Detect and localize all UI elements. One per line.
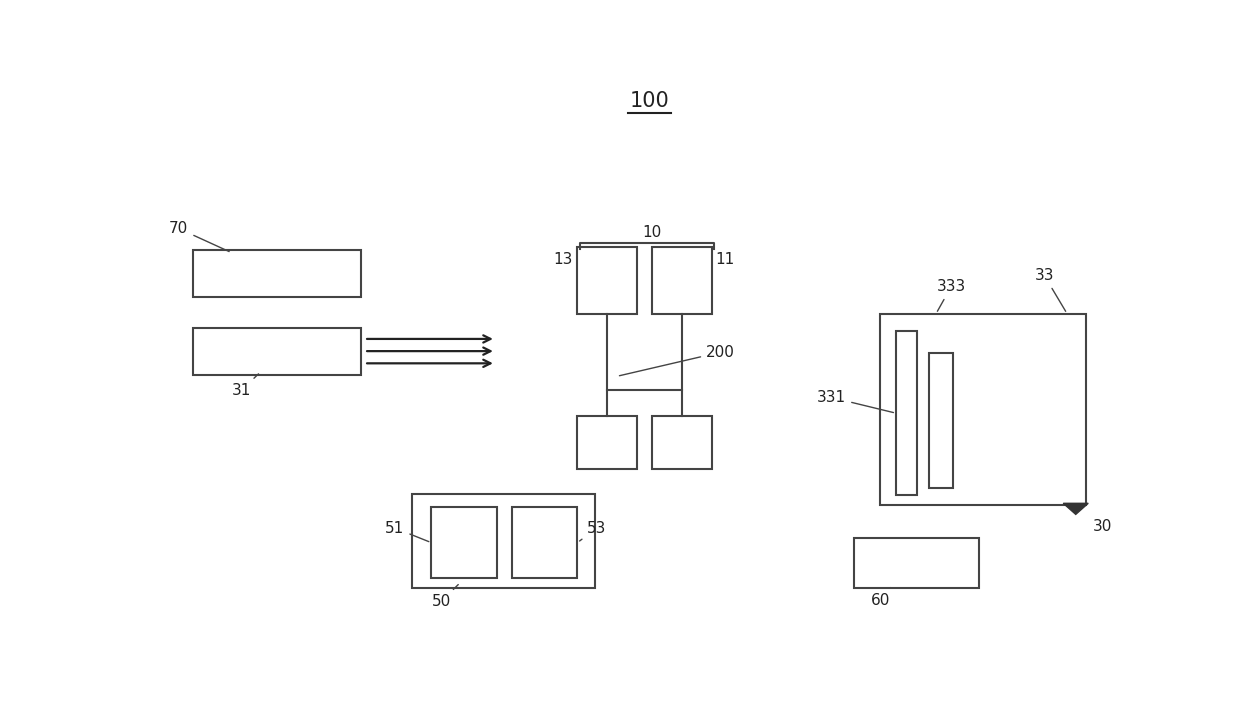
- Text: 50: 50: [431, 585, 458, 609]
- Bar: [193, 250, 362, 297]
- Text: 10: 10: [642, 225, 662, 240]
- Text: 13: 13: [553, 252, 572, 267]
- Bar: [193, 328, 362, 374]
- Text: 53: 53: [580, 521, 606, 541]
- Bar: [652, 247, 712, 314]
- Bar: [431, 507, 497, 578]
- Text: 51: 51: [385, 521, 429, 541]
- Bar: [413, 494, 595, 588]
- Text: 200: 200: [620, 345, 735, 376]
- Text: 333: 333: [937, 279, 965, 311]
- Text: 100: 100: [629, 91, 669, 112]
- Bar: [512, 507, 577, 578]
- Bar: [854, 539, 979, 588]
- Text: 331: 331: [817, 390, 893, 413]
- Bar: [652, 416, 712, 469]
- Polygon shape: [1063, 503, 1088, 514]
- Text: 30: 30: [1093, 519, 1113, 534]
- Bar: [929, 353, 953, 488]
- Bar: [577, 247, 637, 314]
- Text: 60: 60: [871, 588, 891, 608]
- Text: 31: 31: [232, 374, 259, 398]
- Bar: [896, 331, 917, 495]
- Bar: [880, 314, 1087, 505]
- Text: 11: 11: [716, 252, 735, 267]
- Bar: [577, 416, 637, 469]
- Text: 33: 33: [1035, 269, 1066, 311]
- Text: 70: 70: [170, 221, 229, 251]
